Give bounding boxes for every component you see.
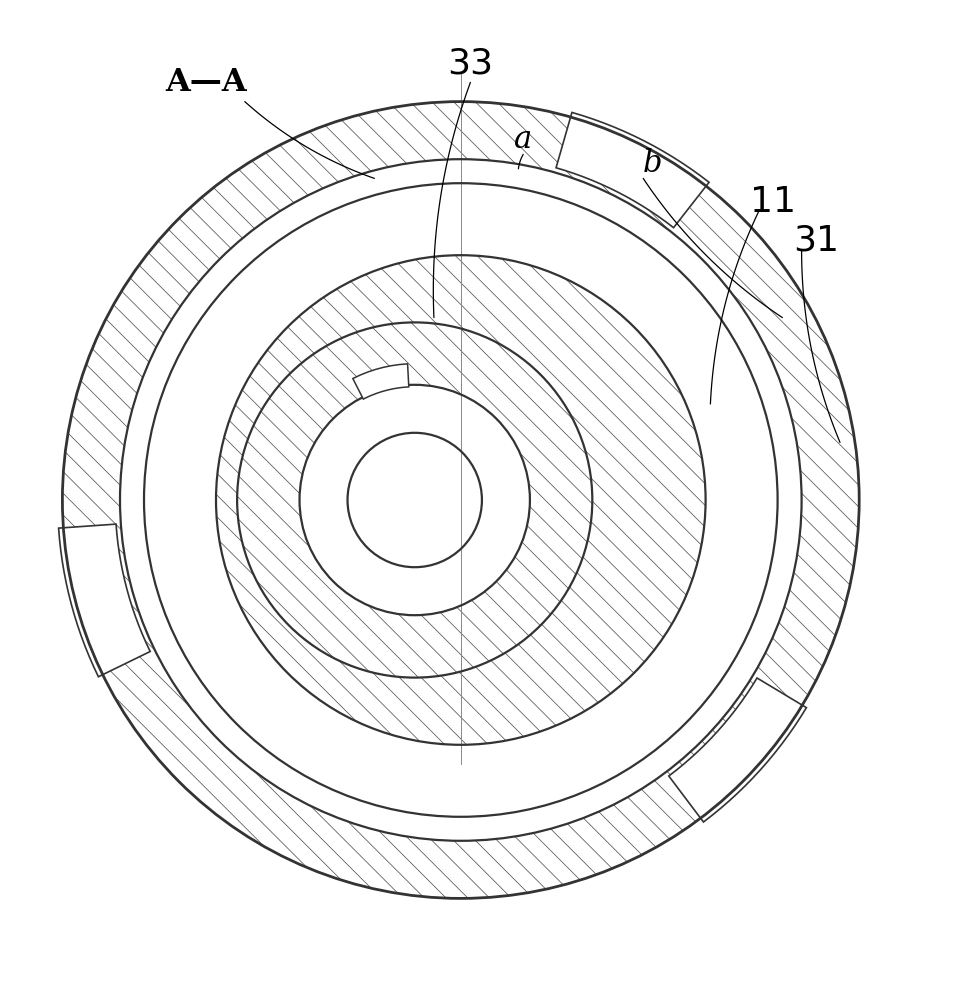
Text: b: b xyxy=(643,148,662,180)
Polygon shape xyxy=(669,678,806,822)
Polygon shape xyxy=(59,524,150,677)
Polygon shape xyxy=(120,159,802,841)
Text: 33: 33 xyxy=(447,46,493,80)
Polygon shape xyxy=(353,364,409,399)
Text: 11: 11 xyxy=(750,185,796,219)
Text: a: a xyxy=(515,124,532,155)
Text: A—A: A—A xyxy=(165,67,248,98)
Circle shape xyxy=(348,433,482,567)
Polygon shape xyxy=(556,112,709,228)
Text: 31: 31 xyxy=(793,224,839,258)
